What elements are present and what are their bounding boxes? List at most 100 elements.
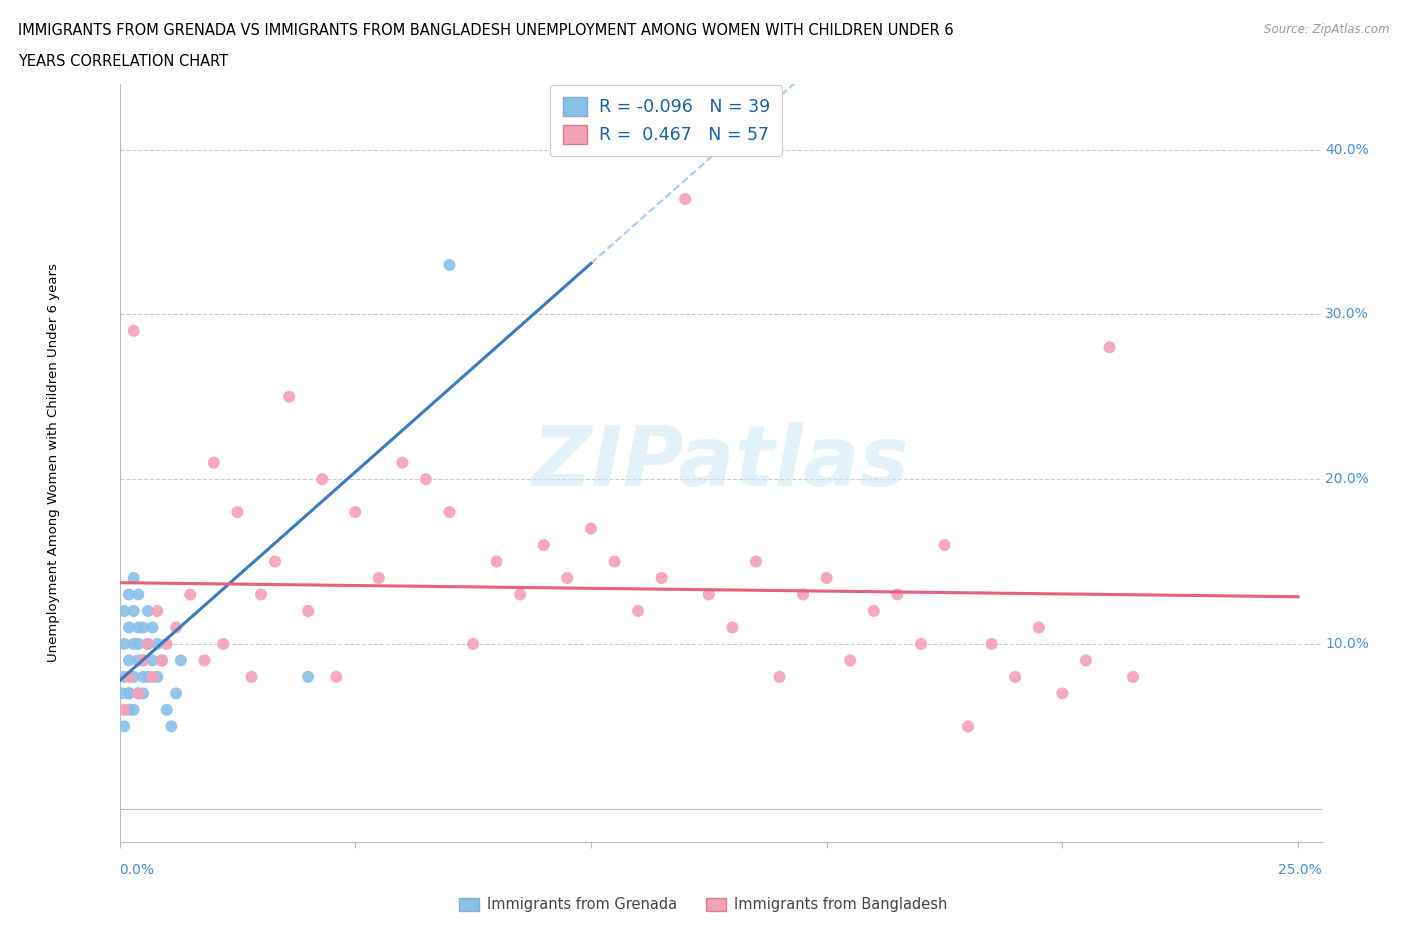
Point [127,686,149,701]
Point [179,587,201,602]
Point [673,192,696,206]
Text: Unemployment Among Women with Children Under 6 years: Unemployment Among Women with Children U… [46,263,60,662]
Point [839,653,862,668]
Point [112,636,135,651]
Point [297,604,319,618]
Legend: R = -0.096   N = 39, R =  0.467   N = 57: R = -0.096 N = 39, R = 0.467 N = 57 [551,85,783,156]
Point [127,686,149,701]
Point [118,620,141,635]
Point [118,686,141,701]
Point [934,538,956,552]
Point [127,587,149,602]
Point [127,653,149,668]
Legend: Immigrants from Grenada, Immigrants from Bangladesh: Immigrants from Grenada, Immigrants from… [453,891,953,918]
Point [127,620,149,635]
Point [150,653,173,668]
Text: ZIPatlas: ZIPatlas [531,422,910,503]
Point [1004,670,1026,684]
Point [146,670,169,684]
Point [603,554,626,569]
Point [112,719,135,734]
Point [112,604,135,618]
Point [122,670,145,684]
Point [297,670,319,684]
Point [579,521,602,536]
Point [122,571,145,586]
Point [122,324,145,339]
Point [132,620,155,635]
Point [240,670,263,684]
Point [264,554,287,569]
Point [132,670,155,684]
Point [118,686,141,701]
Point [118,670,141,684]
Point [165,686,187,701]
Point [111,686,134,701]
Point [136,636,159,651]
Point [132,653,155,668]
Point [136,636,159,651]
Point [112,702,135,717]
Point [461,636,484,651]
Point [118,702,141,717]
Point [146,604,169,618]
Point [156,702,179,717]
Point [118,587,141,602]
Point [957,719,980,734]
Text: YEARS CORRELATION CHART: YEARS CORRELATION CHART [18,54,228,69]
Point [325,670,347,684]
Point [1028,620,1050,635]
Text: 40.0%: 40.0% [1326,142,1369,156]
Text: 20.0%: 20.0% [1326,472,1369,486]
Text: IMMIGRANTS FROM GRENADA VS IMMIGRANTS FROM BANGLADESH UNEMPLOYMENT AMONG WOMEN W: IMMIGRANTS FROM GRENADA VS IMMIGRANTS FR… [18,23,953,38]
Point [533,538,555,552]
Point [311,472,333,486]
Point [132,653,155,668]
Point [391,456,413,471]
Point [721,620,744,635]
Point [122,636,145,651]
Point [112,670,135,684]
Text: Source: ZipAtlas.com: Source: ZipAtlas.com [1264,23,1389,36]
Point [1074,653,1097,668]
Point [122,604,145,618]
Point [226,505,249,520]
Text: 10.0%: 10.0% [1326,637,1369,651]
Point [1122,670,1144,684]
Point [193,653,215,668]
Point [212,636,235,651]
Point [136,670,159,684]
Point [146,636,169,651]
Point [136,604,159,618]
Point [415,472,437,486]
Point [768,670,790,684]
Text: 25.0%: 25.0% [1278,863,1322,877]
Point [557,571,579,586]
Point [165,620,187,635]
Point [1052,686,1074,701]
Point [250,587,273,602]
Point [150,653,173,668]
Point [1098,339,1121,354]
Point [792,587,814,602]
Point [367,571,389,586]
Point [344,505,367,520]
Point [132,686,155,701]
Point [170,653,193,668]
Point [141,653,163,668]
Point [439,505,461,520]
Point [815,571,838,586]
Point [910,636,932,651]
Point [627,604,650,618]
Point [156,636,179,651]
Point [278,390,301,405]
Point [439,258,461,272]
Point [862,604,884,618]
Point [118,653,141,668]
Point [485,554,508,569]
Point [651,571,673,586]
Point [141,620,163,635]
Point [202,456,225,471]
Point [127,636,149,651]
Point [980,636,1002,651]
